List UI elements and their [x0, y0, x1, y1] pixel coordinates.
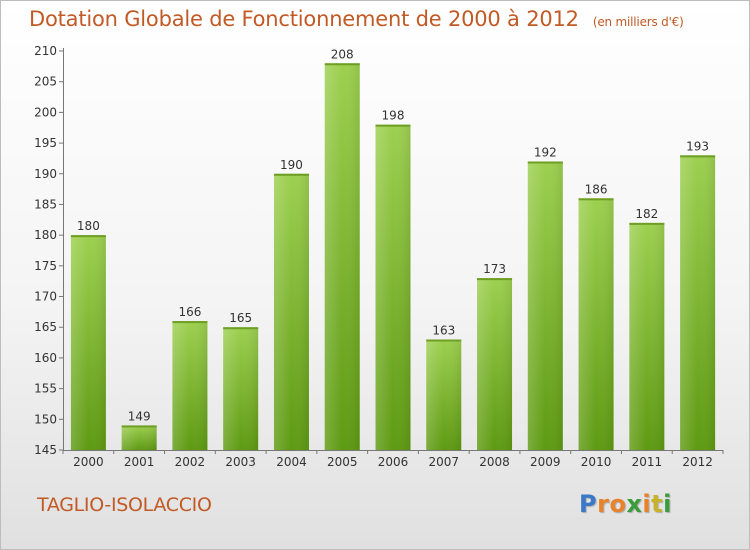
- bar-shade-2000: [70, 235, 106, 450]
- value-label-2005: 208: [331, 47, 354, 61]
- value-label-2011: 182: [635, 207, 658, 221]
- y-tick-label-210: 210: [34, 44, 57, 58]
- logo-letter-4: i: [642, 490, 652, 518]
- value-label-2006: 198: [382, 109, 405, 123]
- logo-letter-0: P: [579, 490, 598, 518]
- value-label-2012: 193: [686, 139, 709, 153]
- value-label-2010: 186: [585, 182, 608, 196]
- bar-top-edge-2006: [375, 124, 411, 127]
- axes-layer: 2000 2001 2002 2003 2004 2005 2006 2007 2008 2009…: [34, 44, 724, 469]
- bar-shade-2012: [680, 155, 716, 450]
- x-tick-label-2005: 2005: [327, 455, 358, 469]
- y-tick-label-190: 190: [34, 167, 57, 181]
- x-tick-label-2003: 2003: [225, 455, 256, 469]
- bar-shade-2002: [172, 321, 208, 450]
- bar-top-edge-2007: [426, 339, 462, 342]
- bar-top-edge-2005: [324, 63, 360, 66]
- y-tick-label-175: 175: [34, 259, 57, 273]
- y-tick-label-155: 155: [34, 382, 57, 396]
- x-tick-label-2011: 2011: [632, 455, 663, 469]
- y-tick-label-180: 180: [34, 228, 57, 242]
- bars-layer: 180 149 166 165 190 208 198 163 173 192 186 182 193: [70, 47, 716, 451]
- bar-top-edge-2001: [121, 425, 157, 428]
- proxiti-logo: Proxiti: [579, 490, 672, 518]
- bar-shade-2005: [324, 63, 360, 451]
- logo-letter-5: t: [651, 490, 664, 518]
- x-tick-label-2007: 2007: [428, 455, 459, 469]
- value-label-2000: 180: [77, 219, 100, 233]
- bar-top-edge-2008: [477, 278, 513, 281]
- bar-top-edge-2002: [172, 321, 208, 324]
- commune-name: TAGLIO-ISOLACCIO: [37, 494, 212, 516]
- logo-letter-1: r: [597, 490, 610, 518]
- chart-unit-note: (en milliers d'€): [592, 15, 684, 29]
- x-tick-label-2010: 2010: [581, 455, 612, 469]
- chart-title: Dotation Globale de Fonctionnement de 20…: [29, 7, 684, 31]
- value-label-2007: 163: [432, 324, 455, 338]
- x-tick-label-2002: 2002: [175, 455, 206, 469]
- logo-letter-3: x: [626, 490, 643, 518]
- logo-letter-6: i: [663, 490, 672, 518]
- bar-top-edge-2003: [223, 327, 259, 330]
- bar-top-edge-2009: [527, 161, 563, 164]
- y-tick-label-160: 160: [34, 351, 57, 365]
- bar-shade-2006: [375, 124, 411, 451]
- y-tick-label-185: 185: [34, 197, 57, 211]
- x-tick-label-2008: 2008: [479, 455, 510, 469]
- bar-shade-2003: [223, 327, 259, 450]
- bar-shade-2004: [273, 173, 309, 450]
- bar-top-edge-2004: [273, 173, 309, 176]
- value-label-2001: 149: [128, 409, 151, 423]
- value-label-2008: 173: [483, 262, 506, 276]
- bar-top-edge-2012: [680, 155, 716, 158]
- value-label-2003: 165: [229, 311, 252, 325]
- y-tick-label-200: 200: [34, 105, 57, 119]
- x-tick-label-2006: 2006: [378, 455, 409, 469]
- y-tick-label-170: 170: [34, 290, 57, 304]
- y-tick-label-195: 195: [34, 136, 57, 150]
- x-tick-label-2004: 2004: [276, 455, 307, 469]
- y-tick-label-145: 145: [34, 443, 57, 457]
- bar-shade-2009: [527, 161, 563, 450]
- value-label-2004: 190: [280, 158, 303, 172]
- value-label-2002: 166: [178, 305, 201, 319]
- logo-letter-2: o: [609, 490, 627, 518]
- bar-shade-2011: [629, 222, 665, 450]
- x-tick-label-2000: 2000: [73, 455, 104, 469]
- value-label-2009: 192: [534, 145, 557, 159]
- bar-top-edge-2000: [70, 235, 106, 238]
- x-tick-label-2001: 2001: [124, 455, 155, 469]
- bar-top-edge-2010: [578, 198, 614, 201]
- x-tick-label-2012: 2012: [682, 455, 713, 469]
- bar-top-edge-2011: [629, 222, 665, 225]
- bar-shade-2010: [578, 198, 614, 450]
- chart-title-text: Dotation Globale de Fonctionnement de 20…: [29, 7, 579, 31]
- y-tick-label-205: 205: [34, 75, 57, 89]
- y-tick-label-165: 165: [34, 320, 57, 334]
- x-tick-label-2009: 2009: [530, 455, 561, 469]
- y-tick-label-150: 150: [34, 412, 57, 426]
- bar-shade-2001: [121, 425, 157, 450]
- bar-shade-2008: [477, 278, 513, 450]
- bar-shade-2007: [426, 339, 462, 450]
